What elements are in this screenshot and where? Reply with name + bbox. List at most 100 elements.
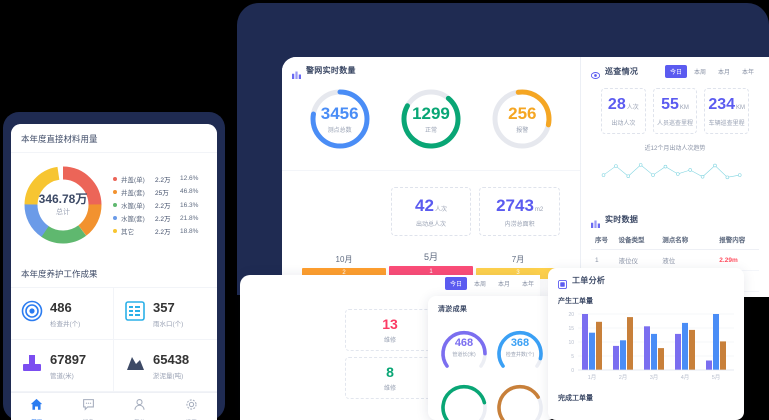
manhole-icon bbox=[21, 300, 43, 327]
legend-name: 井盖(单) bbox=[121, 176, 145, 184]
patrol-card-title: 巡查情况 bbox=[605, 67, 639, 76]
bar-chart-icon bbox=[292, 66, 301, 79]
legend-dot bbox=[113, 229, 117, 234]
pipe-icon bbox=[21, 352, 43, 379]
col-device-type: 设备类型 bbox=[614, 229, 659, 250]
maintenance-item-manhole[interactable]: 486 检查井(个) bbox=[11, 288, 114, 340]
dredge-panel-title: 清淤成果 bbox=[438, 306, 468, 313]
tab-month[interactable]: 本月 bbox=[717, 70, 730, 76]
maintenance-item-pipe[interactable]: 67897 管道(米) bbox=[11, 340, 114, 392]
gauge-pipe-length: 468 管道长(米) bbox=[439, 326, 489, 374]
stat-flood-area-caption: 内涝总面积 bbox=[504, 222, 535, 228]
person-icon bbox=[133, 398, 146, 416]
dredge-gauge-grid: 468 管道长(米) 368 检查井数(个) bbox=[428, 320, 556, 420]
patrol-card: 巡查情况 今日 本周 本月 本年 28人次 出动人次 55KM bbox=[581, 57, 769, 206]
xtick-2: 2月 bbox=[619, 374, 628, 381]
month-label: 10月 bbox=[335, 255, 353, 264]
nav-item-profile[interactable]: 我的 bbox=[114, 398, 166, 420]
legend-name: 其它 bbox=[121, 229, 134, 237]
maintenance-value: 486 bbox=[50, 300, 72, 315]
month-bar-item: 10月 2 bbox=[302, 254, 386, 279]
completed-orders-title: 完成工单量 bbox=[558, 395, 593, 402]
gauge-total: 3456 测点总数 bbox=[307, 86, 373, 152]
maintenance-results-card: 本年度养护工作成果 486 检查井(个) 357 雨水口(个) bbox=[11, 259, 217, 392]
nav-item-message[interactable]: 消息 bbox=[63, 398, 115, 420]
gauge-fourth bbox=[495, 380, 545, 420]
maintenance-item-grate[interactable]: 357 雨水口(个) bbox=[114, 288, 217, 340]
col-index: 序号 bbox=[591, 229, 615, 250]
section-divider bbox=[282, 170, 580, 171]
patrol-kpi-row: 28人次 出动人次 55KM 人员巡查里程 234KM 车辆巡查里程 bbox=[591, 82, 759, 138]
ytick-0: 0 bbox=[571, 368, 574, 374]
table-header-row: 序号 设备类型 测点名称 报警内容 bbox=[591, 229, 759, 250]
ytick-5: 5 bbox=[571, 354, 574, 360]
dredge-tab-strip: 今日 本周 本月 本年 bbox=[445, 277, 539, 290]
phone-screen: 本年度直接材料用量 346.78万 总计 井盖 bbox=[11, 124, 217, 420]
legend-dot bbox=[113, 189, 117, 194]
realtime-card-title: 实时数据 bbox=[605, 215, 639, 224]
gear-icon bbox=[185, 398, 198, 416]
legend-pct: 18.8% bbox=[180, 227, 199, 235]
legend-dot bbox=[113, 216, 117, 221]
chat-icon bbox=[82, 398, 95, 416]
maintenance-caption: 管道(米) bbox=[50, 373, 74, 380]
legend-item: 水篦(单) 2.2万 16.3% bbox=[113, 200, 209, 210]
gauge-third bbox=[439, 380, 489, 420]
cell-repair-red: 13 维修 bbox=[345, 309, 435, 351]
tab-year[interactable]: 本年 bbox=[741, 70, 754, 76]
gauge-manhole-count: 368 检查井数(个) bbox=[495, 326, 545, 374]
alarm-gauge-row: 3456 测点总数 1299 正常 256 报警 bbox=[292, 80, 570, 162]
tab-month[interactable]: 本月 bbox=[498, 282, 511, 288]
cell-repair-green: 8 维修 bbox=[345, 357, 435, 399]
stat-dispatch: 42人次 出动总人次 bbox=[390, 187, 472, 236]
kpi-vehicle-distance-caption: 车辆巡查里程 bbox=[708, 121, 745, 127]
month-label: 7月 bbox=[511, 255, 525, 264]
donut-center-value: 346.78万 bbox=[38, 192, 88, 206]
stat-dispatch-caption: 出动总人次 bbox=[416, 222, 447, 228]
legend-item: 其它 2.2万 18.8% bbox=[113, 226, 209, 236]
order-panel-title: 工单分析 bbox=[572, 276, 606, 285]
patrol-card-header: 巡查情况 今日 本周 本月 本年 bbox=[590, 65, 759, 79]
ytick-20: 20 bbox=[568, 312, 574, 318]
legend-item: 井盖(套) 25万 46.8% bbox=[113, 187, 209, 197]
order-analysis-panel: 工单分析 产生工单量 20 15 10 5 0 bbox=[548, 268, 744, 420]
legend-name: 水篦(单) bbox=[121, 203, 145, 210]
tab-week[interactable]: 本周 bbox=[474, 282, 487, 288]
gauge-alarm-label: 报警 bbox=[516, 127, 529, 134]
trend-title: 近12个月出动人次趋势 bbox=[644, 146, 706, 152]
stat-dispatch-value: 42人次 bbox=[415, 196, 447, 215]
kpi-staff-distance-caption: 人员巡查里程 bbox=[657, 121, 694, 127]
material-donut-chart: 346.78万 总计 bbox=[19, 161, 107, 249]
produced-orders-title: 产生工单量 bbox=[558, 298, 593, 305]
maintenance-grid: 486 检查井(个) 357 雨水口(个) 67897 管道(米) bbox=[11, 288, 217, 392]
home-icon bbox=[30, 398, 43, 416]
legend-name: 水篦(套) bbox=[121, 216, 145, 224]
tab-today[interactable]: 今日 bbox=[445, 277, 468, 290]
gauge-alarm-value: 256 bbox=[508, 103, 537, 123]
material-donut-wrap: 346.78万 总计 井盖(单) 2.2万 12.6% 井盖(套) 25万 46.8% … bbox=[11, 153, 217, 259]
ytick-10: 10 bbox=[568, 340, 574, 346]
maintenance-item-sludge[interactable]: 65438 淤泥量(吨) bbox=[114, 340, 217, 392]
month-label: 5月 bbox=[423, 252, 438, 262]
gauge-normal-value: 1299 bbox=[412, 103, 450, 123]
legend-item: 井盖(单) 2.2万 12.6% bbox=[113, 174, 209, 184]
nav-item-home[interactable]: 首页 bbox=[11, 398, 63, 420]
gauge-normal-label: 正常 bbox=[424, 127, 437, 134]
bar-chart-icon bbox=[591, 215, 600, 228]
gauge-value: 468 bbox=[454, 337, 474, 349]
kpi-dispatch: 28人次 出动人次 bbox=[601, 88, 646, 134]
maintenance-caption: 雨水口(个) bbox=[153, 321, 184, 328]
tab-year[interactable]: 本年 bbox=[522, 282, 535, 288]
cell-value: 13 bbox=[382, 316, 398, 332]
kpi-staff-distance-value: 55KM bbox=[661, 96, 689, 113]
tab-week[interactable]: 本周 bbox=[693, 70, 706, 76]
gauge-alarm: 256 报警 bbox=[489, 86, 555, 152]
material-usage-title: 本年度直接材料用量 bbox=[11, 124, 217, 153]
legend-value: 2.2万 bbox=[155, 216, 171, 224]
tab-today[interactable]: 今日 bbox=[664, 65, 687, 78]
nav-item-settings[interactable]: 设置 bbox=[166, 398, 218, 420]
order-analysis-icon bbox=[558, 276, 568, 290]
tablet-screen: 警网实时数量 3456 测点总数 1299 正常 256 报警 bbox=[282, 57, 769, 297]
order-panel-header: 工单分析 bbox=[548, 268, 744, 290]
month-bar-item: 7月 3 bbox=[476, 254, 560, 279]
